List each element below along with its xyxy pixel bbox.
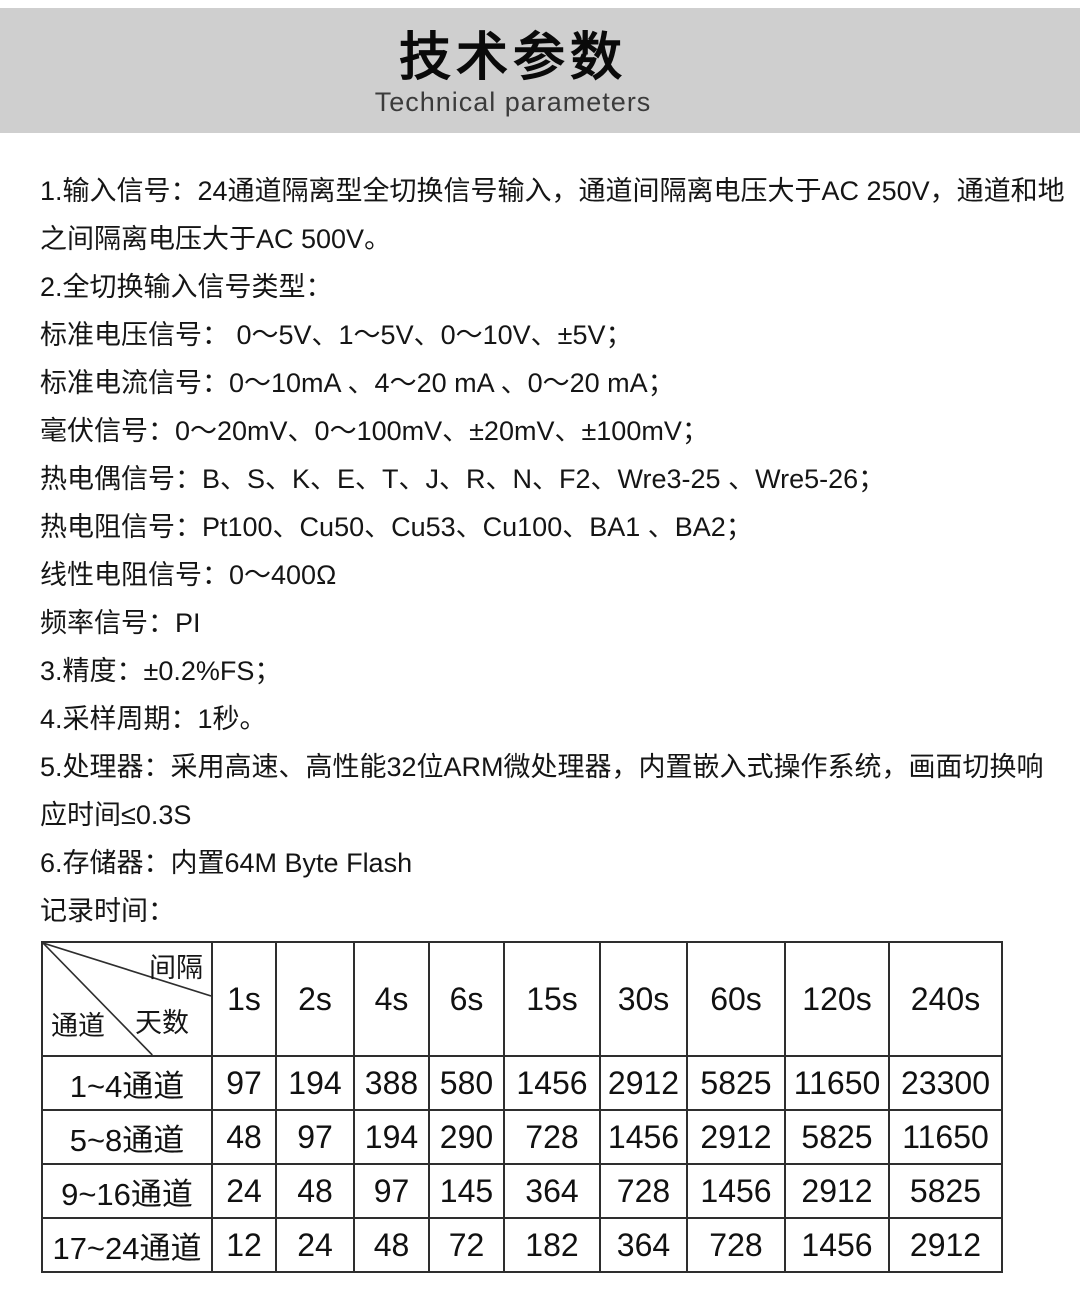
title-banner: 技术参数 Technical parameters <box>0 8 1080 133</box>
record-days-cell: 364 <box>503 1163 601 1219</box>
interval-column-header: 2s <box>275 941 355 1057</box>
record-days-cell: 5825 <box>784 1109 890 1165</box>
spec-line: 之间隔离电压大于AC 500V。 <box>40 224 392 254</box>
spec-line: 线性电阻信号：0～400Ω <box>40 560 337 590</box>
table-row: 5~8通道 48 97 194 290 728 1456 2912 5825 11650 <box>41 1109 1003 1165</box>
record-days-cell: 388 <box>353 1055 430 1111</box>
spec-line: 毫伏信号：0～20mV、0～100mV、±20mV、±100mV； <box>40 416 709 446</box>
record-days-cell: 2912 <box>686 1109 786 1165</box>
record-days-cell: 11650 <box>888 1109 1003 1165</box>
record-days-cell: 728 <box>686 1217 786 1273</box>
record-days-cell: 728 <box>503 1109 601 1165</box>
interval-column-header: 6s <box>428 941 505 1057</box>
spec-line: 5.处理器：采用高速、高性能32位ARM微处理器，内置嵌入式操作系统，画面切换响 <box>40 752 1044 782</box>
spec-line: 记录时间： <box>40 896 175 926</box>
channel-row-label: 17~24通道 <box>41 1217 213 1273</box>
record-days-cell: 145 <box>428 1163 505 1219</box>
spec-line: 4.采样周期：1秒。 <box>40 704 267 734</box>
interval-column-header: 30s <box>599 941 688 1057</box>
interval-column-header: 4s <box>353 941 430 1057</box>
page-title: 技术参数 <box>398 29 627 87</box>
record-days-cell: 1456 <box>599 1109 688 1165</box>
record-days-cell: 2912 <box>599 1055 688 1111</box>
interval-column-header: 120s <box>784 941 890 1057</box>
spec-line: 标准电压信号： 0～5V、1～5V、0～10V、±5V； <box>40 320 633 350</box>
page-subtitle: Technical parameters <box>374 87 652 117</box>
record-days-cell: 48 <box>211 1109 277 1165</box>
channel-row-label: 1~4通道 <box>41 1055 213 1111</box>
spec-line: 2.全切换输入信号类型： <box>40 272 333 302</box>
record-days-cell: 72 <box>428 1217 505 1273</box>
record-days-cell: 364 <box>599 1217 688 1273</box>
record-days-cell: 48 <box>275 1163 355 1219</box>
corner-label-channel: 通道 <box>51 1011 105 1041</box>
spec-line: 应时间≤0.3S <box>40 800 192 830</box>
interval-column-header: 15s <box>503 941 601 1057</box>
record-days-cell: 97 <box>353 1163 430 1219</box>
corner-label-interval: 间隔 <box>149 953 203 983</box>
record-days-cell: 97 <box>275 1109 355 1165</box>
title-block: 技术参数 Technical parameters <box>0 8 1053 118</box>
spec-line: 热电偶信号：B、S、K、E、T、J、R、N、F2、Wre3-25 、Wre5-2… <box>40 464 886 494</box>
record-days-cell: 2912 <box>784 1163 890 1219</box>
record-days-cell: 48 <box>353 1217 430 1273</box>
record-days-cell: 182 <box>503 1217 601 1273</box>
table-header-row: 间隔 天数 通道 1s 2s 4s 6s 15s 30s 60s 120s 240s <box>41 941 1003 1057</box>
record-days-cell: 24 <box>211 1163 277 1219</box>
record-days-cell: 194 <box>353 1109 430 1165</box>
record-time-table: 间隔 天数 通道 1s 2s 4s 6s 15s 30s 60s 120s 240s 1~4通道… <box>41 941 1003 1273</box>
record-days-cell: 1456 <box>503 1055 601 1111</box>
channel-row-label: 5~8通道 <box>41 1109 213 1165</box>
record-days-cell: 5825 <box>686 1055 786 1111</box>
record-days-cell: 1456 <box>784 1217 890 1273</box>
record-days-cell: 5825 <box>888 1163 1003 1219</box>
spec-line: 6.存储器：内置64M Byte Flash <box>40 848 413 878</box>
spec-line: 频率信号：PI <box>40 608 201 638</box>
record-days-cell: 194 <box>275 1055 355 1111</box>
record-days-cell: 24 <box>275 1217 355 1273</box>
diagonal-divider-lines <box>44 944 210 1054</box>
table-row: 1~4通道 97 194 388 580 1456 2912 5825 11650 23300 <box>41 1055 1003 1111</box>
record-days-cell: 12 <box>211 1217 277 1273</box>
record-days-cell: 23300 <box>888 1055 1003 1111</box>
record-days-cell: 11650 <box>784 1055 890 1111</box>
spec-list: 1.输入信号：24通道隔离型全切换信号输入，通道间隔离电压大于AC 250V，通… <box>40 167 1072 935</box>
table-body: 1~4通道 97 194 388 580 1456 2912 5825 11650 23300 5~… <box>41 1055 1003 1273</box>
table-row: 9~16通道 24 48 97 145 364 728 1456 2912 5825 <box>41 1163 1003 1219</box>
record-days-cell: 2912 <box>888 1217 1003 1273</box>
interval-column-header: 240s <box>888 941 1003 1057</box>
spec-line: 标准电流信号：0～10mA 、4～20 mA 、0～20 mA； <box>40 368 675 398</box>
corner-label-days: 天数 <box>135 1008 189 1038</box>
spec-line: 3.精度：±0.2%FS； <box>40 656 282 686</box>
record-days-cell: 97 <box>211 1055 277 1111</box>
table-row: 17~24通道 12 24 48 72 182 364 728 1456 2912 <box>41 1217 1003 1273</box>
spec-line: 热电阻信号：Pt100、Cu50、Cu53、Cu100、BA1 、BA2； <box>40 512 753 542</box>
spec-line: 1.输入信号：24通道隔离型全切换信号输入，通道间隔离电压大于AC 250V，通… <box>40 176 1065 206</box>
record-days-cell: 1456 <box>686 1163 786 1219</box>
interval-column-header: 1s <box>211 941 277 1057</box>
channel-row-label: 9~16通道 <box>41 1163 213 1219</box>
interval-column-header: 60s <box>686 941 786 1057</box>
record-days-cell: 580 <box>428 1055 505 1111</box>
record-days-cell: 728 <box>599 1163 688 1219</box>
table-corner-cell: 间隔 天数 通道 <box>41 941 213 1057</box>
record-days-cell: 290 <box>428 1109 505 1165</box>
